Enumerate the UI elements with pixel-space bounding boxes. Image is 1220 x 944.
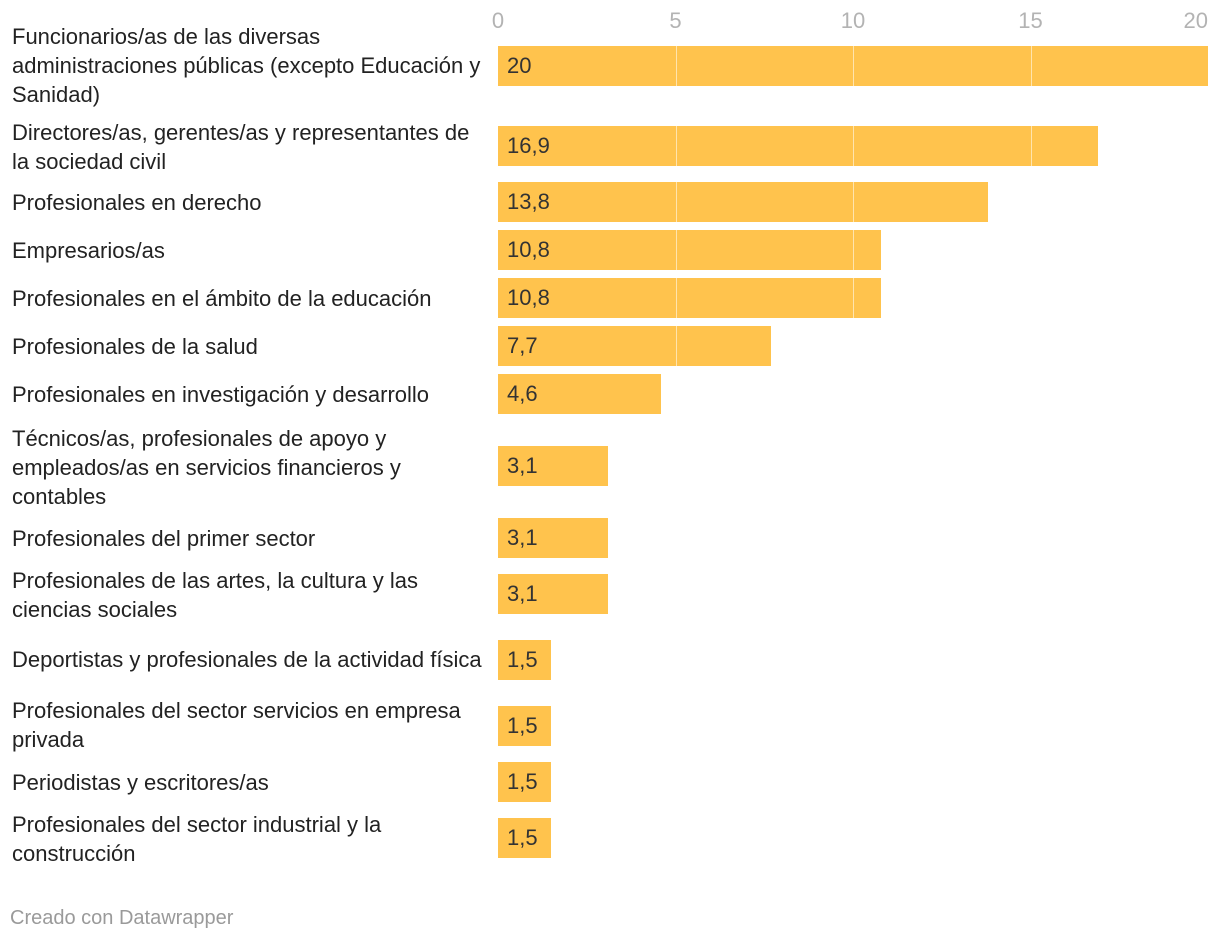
bar-value-label: 3,1	[507, 453, 538, 478]
bar-value-label: 13,8	[507, 189, 550, 214]
bar-value-label: 3,1	[507, 525, 538, 550]
category-label: Profesionales de las artes, la cultura y…	[12, 568, 418, 622]
bar	[498, 518, 609, 558]
category-label: Directores/as, gerentes/as y representan…	[12, 120, 470, 174]
grid-line	[1208, 46, 1209, 858]
category-label: Profesionales en investigación y desarro…	[12, 381, 430, 407]
bar	[498, 706, 552, 746]
bar-value-label: 16,9	[507, 133, 550, 158]
bar	[498, 326, 772, 366]
bar	[498, 574, 609, 614]
category-label: Profesionales en el ámbito de la educaci…	[12, 285, 432, 311]
category-label: Funcionarios/as de las diversas administ…	[12, 23, 481, 107]
bar	[498, 640, 552, 680]
bar-value-label: 10,8	[507, 285, 550, 310]
chart-credit: Creado con Datawrapper	[10, 907, 234, 929]
grid-line	[1030, 46, 1032, 858]
bar-value-label: 1,5	[507, 825, 538, 850]
category-label: Profesionales del primer sector	[12, 525, 316, 551]
bar-value-label: 1,5	[507, 647, 538, 672]
category-label: Técnicos/as, profesionales de apoyo y em…	[12, 425, 401, 509]
bar	[498, 762, 552, 802]
grid-line	[853, 46, 854, 858]
bar-value-label: 1,5	[507, 713, 538, 738]
bar	[498, 126, 1098, 166]
bar-value-label: 7,7	[507, 333, 538, 358]
bar-value-label: 4,6	[507, 381, 538, 406]
category-label: Profesionales en derecho	[12, 189, 262, 215]
category-label: Deportistas y profesionales de la activi…	[12, 646, 482, 672]
bar	[498, 278, 882, 318]
x-tick-label: 20	[1183, 8, 1208, 33]
category-label: Profesionales de la salud	[12, 333, 258, 359]
x-tick-label: 15	[1018, 8, 1043, 33]
bar-value-label: 10,8	[507, 237, 550, 262]
x-tick-label: 10	[840, 8, 866, 33]
category-label: Periodistas y escritores/as	[12, 769, 269, 795]
bar	[498, 818, 552, 858]
bar-value-label: 1,5	[507, 769, 538, 794]
grid-line	[675, 46, 677, 858]
x-tick-label: 0	[491, 8, 505, 33]
bar-value-label: 3,1	[507, 581, 538, 606]
category-label: Empresarios/as	[12, 237, 165, 263]
category-label: Profesionales del sector industrial y la…	[12, 812, 382, 866]
bar-value-label: 20	[507, 53, 532, 78]
bar	[498, 446, 609, 486]
bar	[498, 182, 988, 222]
category-label: Profesionales del sector servicios en em…	[12, 698, 461, 752]
bar	[498, 374, 662, 414]
bar	[498, 230, 882, 270]
x-tick-label: 5	[669, 8, 682, 33]
